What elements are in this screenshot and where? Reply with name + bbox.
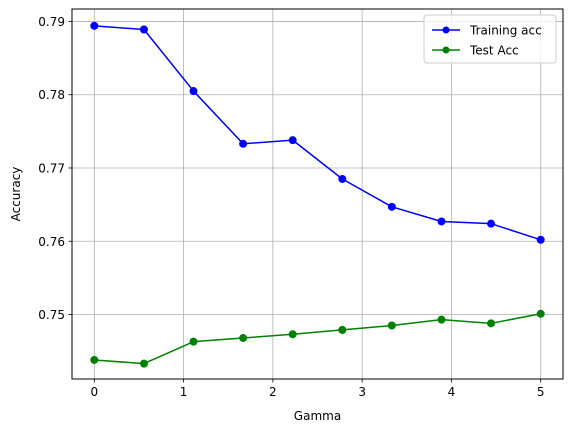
legend-label: Test Acc [469, 44, 519, 58]
ticks: 0 1 2 3 4 5 0.75 0.76 0.77 0.78 0.79 [38, 15, 544, 399]
y-tick-label: 0.79 [38, 15, 65, 29]
x-tick-label: 0 [90, 385, 98, 399]
data-point-series-1 [90, 21, 99, 30]
data-point-series-1 [288, 136, 297, 145]
series-line-1 [94, 25, 541, 241]
x-tick-label: 2 [269, 385, 277, 399]
data-point-series-1 [387, 202, 396, 211]
data-point-series-1 [189, 87, 198, 96]
series-layer [90, 21, 545, 368]
data-point-series-2 [387, 321, 396, 330]
data-point-series-1 [338, 174, 347, 183]
data-point-series-2 [536, 309, 545, 318]
grid [72, 9, 563, 379]
data-point-series-2 [288, 330, 297, 339]
x-tick-label: 3 [358, 385, 366, 399]
data-point-series-1 [487, 219, 496, 228]
data-point-series-1 [536, 235, 545, 244]
y-tick-label: 0.77 [38, 161, 65, 175]
data-point-series-2 [189, 337, 198, 346]
legend: Training acc Test Acc [423, 14, 557, 64]
plot-frame [71, 8, 564, 380]
data-point-series-2 [139, 359, 148, 368]
data-point-series-1 [437, 217, 446, 226]
series-line-2 [94, 313, 541, 365]
data-point-series-1 [239, 139, 248, 148]
legend-marker [442, 46, 450, 54]
data-point-series-2 [338, 325, 347, 334]
legend-marker [442, 26, 450, 34]
data-point-series-2 [437, 315, 446, 324]
data-point-series-2 [90, 355, 99, 364]
y-tick-label: 0.78 [38, 88, 65, 102]
data-point-series-2 [487, 319, 496, 328]
y-tick-label: 0.76 [38, 235, 65, 249]
legend-label: Training acc [469, 24, 542, 38]
data-point-series-2 [239, 333, 248, 342]
legend-box [423, 14, 557, 64]
x-tick-label: 1 [180, 385, 188, 399]
x-tick-label: 5 [537, 385, 545, 399]
y-tick-label: 0.75 [38, 308, 65, 322]
y-axis-label: Accuracy [9, 167, 23, 222]
data-point-series-1 [139, 25, 148, 34]
x-tick-label: 4 [448, 385, 456, 399]
x-axis-label: Gamma [294, 409, 341, 423]
